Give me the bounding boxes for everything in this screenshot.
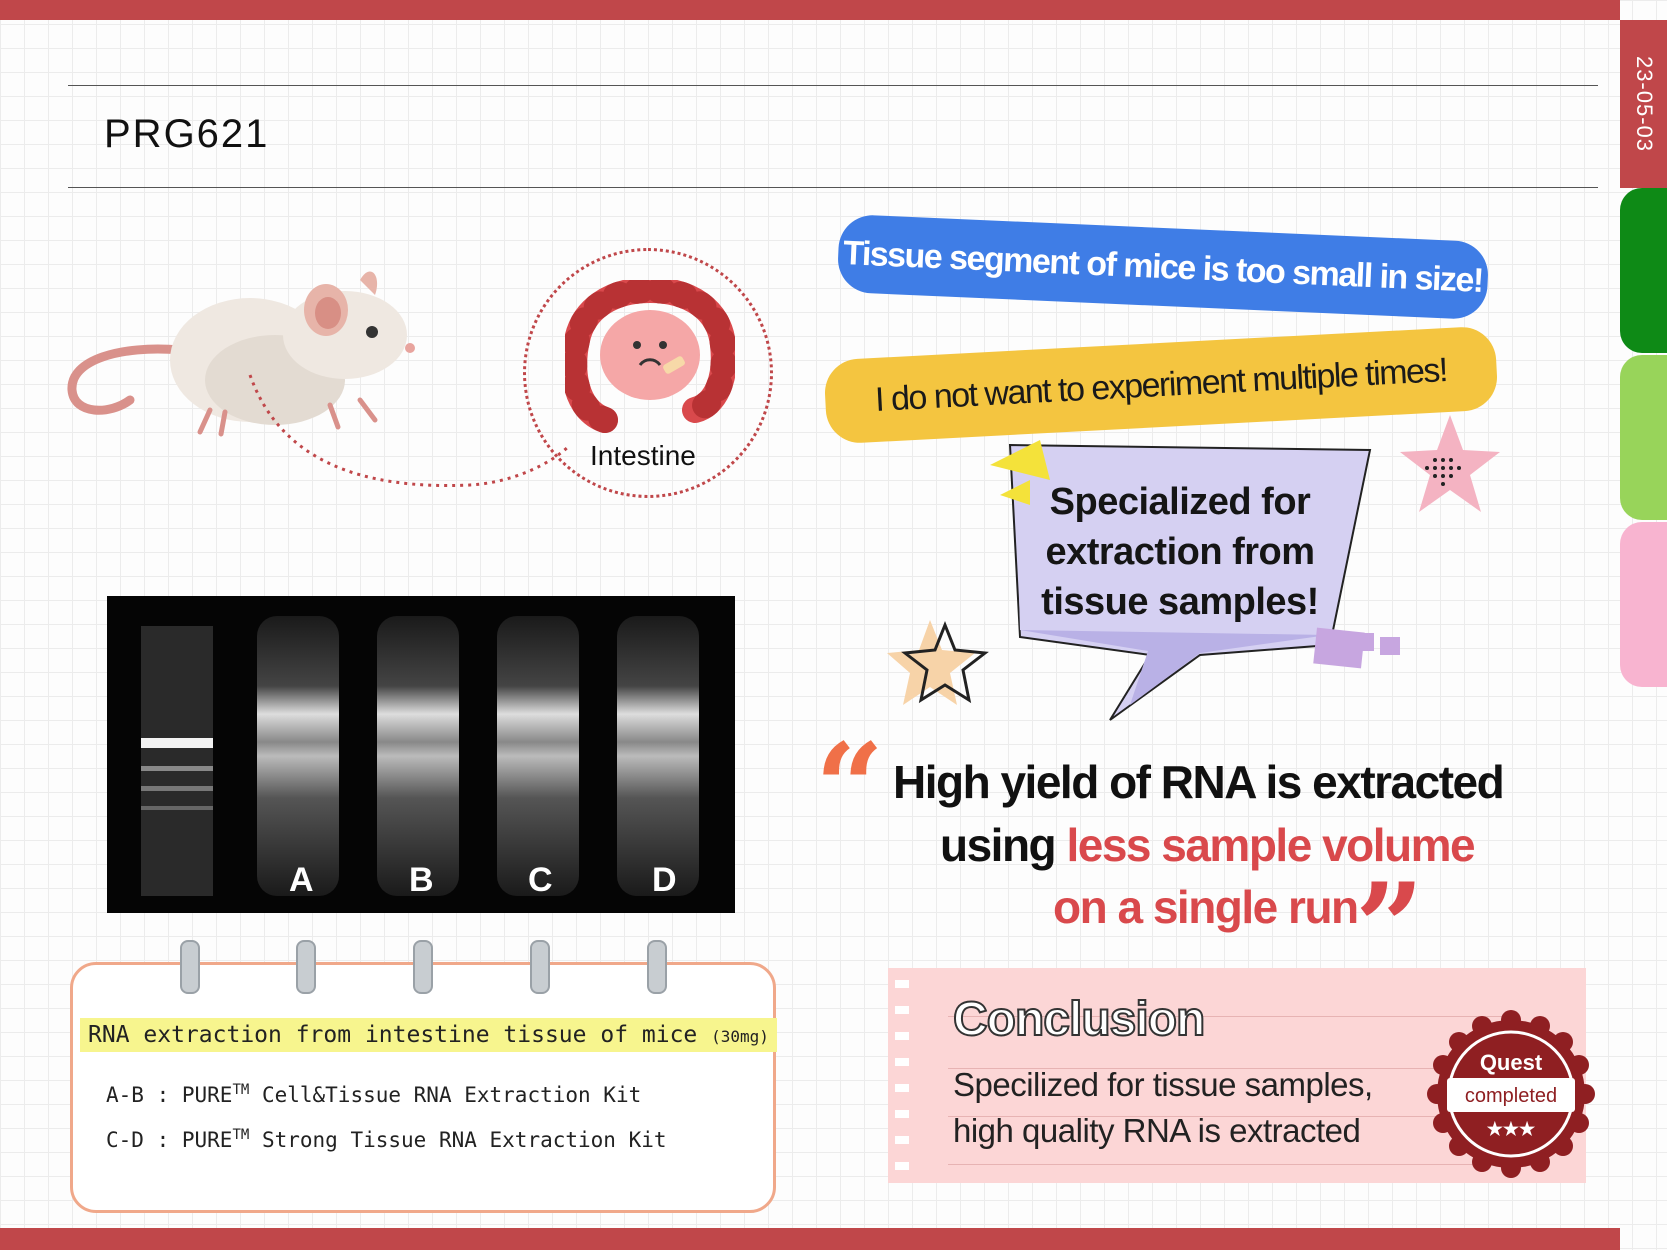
side-tab-pink[interactable] (1620, 522, 1667, 687)
binder-ring-4 (530, 940, 550, 994)
note-item-2-text: Strong Tissue RNA Extraction Kit (249, 1128, 667, 1152)
conclusion-rule-1 (948, 1016, 1508, 1017)
speech-line-3: tissue samples! (1041, 581, 1319, 623)
note-item-1: A-B : PURETM Cell&Tissue RNA Extraction … (106, 1082, 641, 1107)
quote-line-1: High yield of RNA is extracted (893, 756, 1505, 808)
speech-line-1: Specialized for (1049, 481, 1311, 523)
note-heading: RNA extraction from intestine tissue of … (80, 1018, 777, 1052)
gel-bands (141, 616, 699, 896)
open-quote-mark: “ (815, 717, 885, 858)
lane-label-c: C (528, 861, 553, 899)
conclusion-rule-2 (948, 1068, 1508, 1069)
seal-stars: ★★★ (1486, 1119, 1536, 1139)
note-item-1-tm: TM (232, 1082, 250, 1098)
speech-line-2: extraction from (1045, 531, 1315, 573)
intestine-circle (523, 248, 773, 498)
note-item-2: C-D : PURETM Strong Tissue RNA Extractio… (106, 1127, 667, 1152)
conclusion-line-2: high quality RNA is extracted (953, 1112, 1361, 1149)
tab-date-label: 23-05-03 (1631, 55, 1657, 153)
lane-label-d: D (652, 861, 677, 899)
speech-box-text: Specialized for extraction from tissue s… (1010, 477, 1350, 627)
binder-ring-5 (647, 940, 667, 994)
side-tab-green[interactable] (1620, 188, 1667, 353)
note-item-2-prefix: C-D : PURE (106, 1128, 233, 1152)
binder-ring-1 (180, 940, 200, 994)
header-rule-top (68, 85, 1598, 86)
quote-line-2: using less sample volume (940, 818, 1476, 872)
conclusion-rule-4 (948, 1164, 1508, 1165)
quote-line-3: on a single run (1053, 881, 1359, 933)
note-heading-main: RNA extraction from intestine tissue of … (88, 1022, 698, 1048)
seal-line-2: completed (1464, 1085, 1558, 1107)
binder-ring-2 (296, 940, 316, 994)
quote-highlight: less sample volume (1066, 819, 1475, 871)
note-heading-small: (30mg) (711, 1027, 769, 1046)
page-title: PRG621 (104, 112, 270, 156)
speech-box-shape (990, 440, 1400, 721)
bottom-bar (0, 1228, 1620, 1250)
note-item-1-text: Cell&Tissue RNA Extraction Kit (249, 1083, 642, 1107)
organ-label: Intestine (590, 440, 696, 471)
seal-line-1: Quest (1479, 1050, 1543, 1075)
header-rule-bottom (68, 187, 1598, 188)
gel-image: A B C D (107, 596, 735, 913)
note-item-2-tm: TM (232, 1127, 250, 1143)
note-item-1-prefix: A-B : PURE (106, 1083, 233, 1107)
outline-star-icon (887, 620, 989, 705)
blue-bubble: Tissue segment of mice is too small in s… (836, 213, 1490, 321)
quote-line-2-plain: using (940, 819, 1067, 871)
quest-seal-icon (1427, 1010, 1595, 1178)
intestine-icon (565, 280, 735, 433)
conclusion-body: Specilized for tissue samples, high qual… (953, 1062, 1373, 1154)
conclusion-heading: Conclusion (952, 992, 1206, 1047)
side-tab-date[interactable]: 23-05-03 (1620, 20, 1667, 188)
conclusion-rule-3 (948, 1116, 1508, 1117)
lane-label-a: A (289, 861, 314, 899)
binder-ring-3 (413, 940, 433, 994)
conclusion-line-1: Specilized for tissue samples, (953, 1066, 1373, 1103)
conclusion-binding-holes (895, 980, 909, 1180)
top-bar (0, 0, 1620, 20)
lane-label-b: B (409, 861, 434, 899)
pink-star-icon (1400, 415, 1500, 512)
close-quote-mark: ” (1355, 857, 1425, 998)
mouse-illustration (67, 271, 572, 488)
side-tab-lightgreen[interactable] (1620, 355, 1667, 520)
